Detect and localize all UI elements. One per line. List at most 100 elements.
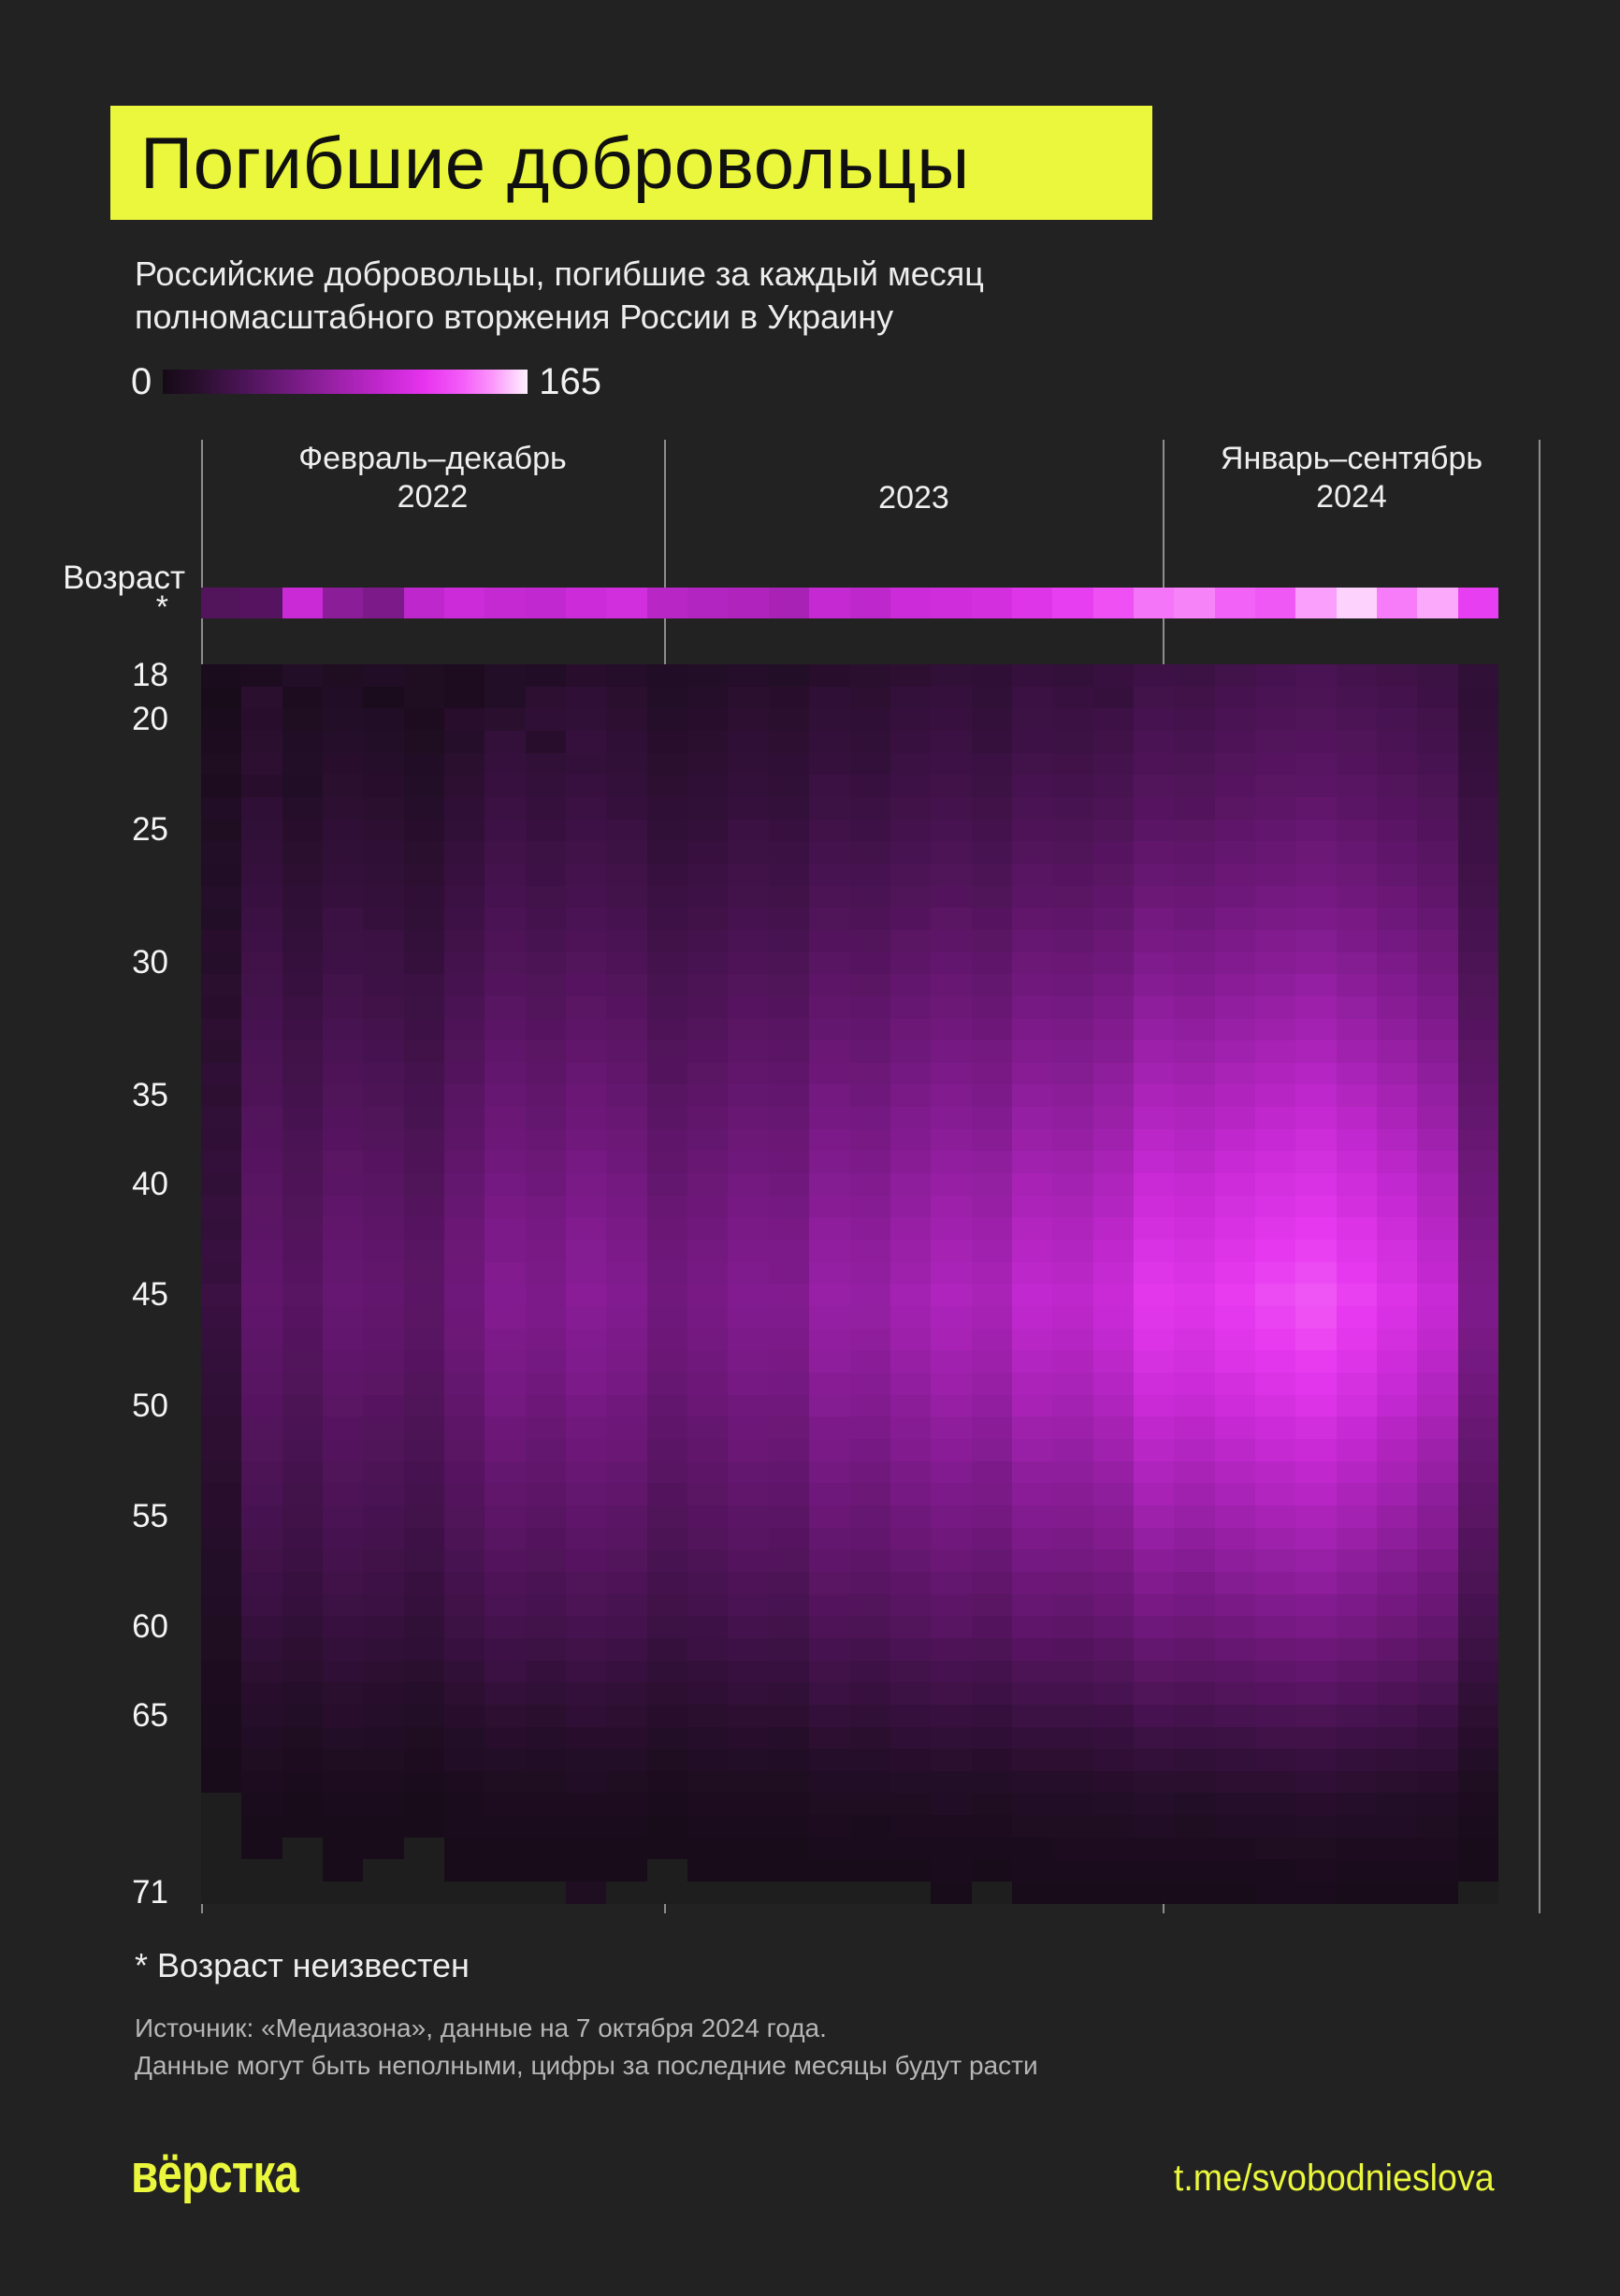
heatmap-cell [1336, 730, 1377, 753]
heatmap-cell [1092, 1107, 1134, 1129]
heatmap-cell [687, 995, 729, 1019]
heatmap-cell [201, 995, 242, 1019]
heatmap-cell [687, 952, 729, 975]
heatmap-cell [890, 1571, 932, 1594]
heatmap-cell [971, 1195, 1012, 1218]
heatmap-cell [1295, 1726, 1337, 1750]
heatmap-cell [485, 1637, 526, 1661]
heatmap-cell [1376, 841, 1418, 864]
heatmap-cell [363, 1660, 404, 1683]
heatmap-cell [444, 1151, 485, 1174]
heatmap-cell [971, 752, 1012, 776]
heatmap-cell [1376, 1549, 1418, 1572]
heatmap-cell [849, 1261, 890, 1285]
heatmap-cell [444, 1460, 485, 1484]
heatmap-cell [1254, 1859, 1296, 1882]
heatmap-cell-unknown-age [485, 588, 526, 618]
heatmap-cell [1133, 1173, 1175, 1196]
heatmap-cell [1174, 775, 1215, 797]
heatmap-cell [1011, 908, 1053, 930]
heatmap-cell [485, 1018, 526, 1041]
heatmap-row [201, 1284, 1498, 1307]
heatmap-cell [1092, 819, 1134, 842]
heatmap-cell [444, 1350, 485, 1373]
heatmap-cell [849, 775, 890, 797]
heatmap-cell [768, 1504, 810, 1528]
heatmap-cell [403, 1306, 445, 1329]
heatmap-cell [728, 1018, 769, 1041]
heatmap-cell [444, 1417, 485, 1439]
heatmap-cell [849, 1793, 890, 1816]
heatmap-cell [1457, 952, 1498, 975]
heatmap-cell [971, 1593, 1012, 1617]
heatmap-cell [525, 1660, 567, 1683]
heatmap-cell [1174, 796, 1215, 820]
heatmap-cell [1336, 1018, 1377, 1041]
heatmap-cell [971, 1571, 1012, 1594]
heatmap-cell [1133, 995, 1175, 1019]
telegram-link[interactable]: t.me/svobodnieslova [1174, 2158, 1495, 2199]
heatmap-cell [1011, 1438, 1053, 1461]
heatmap-cell [1133, 1240, 1175, 1262]
heatmap-cell [1092, 1749, 1134, 1771]
heatmap-cell [971, 1749, 1012, 1771]
heatmap-cell [646, 1107, 688, 1129]
heatmap-cell [1092, 1417, 1134, 1439]
heatmap-cell [646, 1859, 688, 1882]
heatmap-cell [606, 863, 647, 886]
heatmap-cell [809, 1682, 850, 1705]
heatmap-cell [1417, 1350, 1458, 1373]
heatmap-cell-unknown-age [728, 588, 769, 618]
heatmap-cell [1457, 708, 1498, 731]
heatmap-cell [1336, 1682, 1377, 1705]
heatmap-cell [1052, 1438, 1093, 1461]
heatmap-cell [890, 1682, 932, 1705]
y-axis-tick-45: 45 [132, 1276, 168, 1314]
heatmap-cell [931, 1726, 972, 1750]
heatmap-cell [1417, 1460, 1458, 1484]
heatmap-cell [971, 1284, 1012, 1307]
heatmap-row [201, 908, 1498, 930]
heatmap-cell [1457, 1660, 1498, 1683]
heatmap-cell [444, 1682, 485, 1705]
heatmap-cell [687, 1460, 729, 1484]
heatmap-cell [1295, 1373, 1337, 1395]
heatmap-cell [1214, 1350, 1255, 1373]
heatmap-cell [525, 730, 567, 753]
heatmap-cell [768, 730, 810, 753]
heatmap-cell [403, 1040, 445, 1063]
heatmap-cell [1295, 1527, 1337, 1550]
heatmap-cell [1133, 708, 1175, 731]
heatmap-cell [363, 1726, 404, 1750]
heatmap-cell [282, 1128, 324, 1152]
heatmap-cell [1254, 1128, 1296, 1152]
heatmap-cell [606, 908, 647, 930]
heatmap-cell [1457, 1107, 1498, 1129]
heatmap-cell [323, 1793, 364, 1816]
heatmap-cell [1336, 1726, 1377, 1750]
heatmap-cell [323, 908, 364, 930]
heatmap-cell [890, 952, 932, 975]
heatmap-row [201, 1261, 1498, 1285]
heatmap-cell [1295, 1749, 1337, 1771]
heatmap-cell [728, 1571, 769, 1594]
heatmap-cell [646, 1306, 688, 1329]
heatmap-cell [1336, 1616, 1377, 1638]
heatmap-cell [444, 841, 485, 864]
heatmap-cell [363, 1593, 404, 1617]
heatmap-cell [363, 1770, 404, 1794]
heatmap-cell [809, 1373, 850, 1395]
heatmap-cell [768, 1571, 810, 1594]
heatmap-cell [1011, 1660, 1053, 1683]
heatmap-cell [1457, 1704, 1498, 1727]
heatmap-cell [485, 1195, 526, 1218]
heatmap-cell [1133, 1616, 1175, 1638]
heatmap-cell [1457, 1062, 1498, 1085]
heatmap-cell [485, 885, 526, 908]
heatmap-cell [201, 908, 242, 930]
heatmap-cell [809, 1483, 850, 1505]
heatmap-cell [809, 1240, 850, 1262]
heatmap-cell [646, 1062, 688, 1085]
heatmap-cell [931, 1040, 972, 1063]
heatmap-cell [566, 1793, 607, 1816]
